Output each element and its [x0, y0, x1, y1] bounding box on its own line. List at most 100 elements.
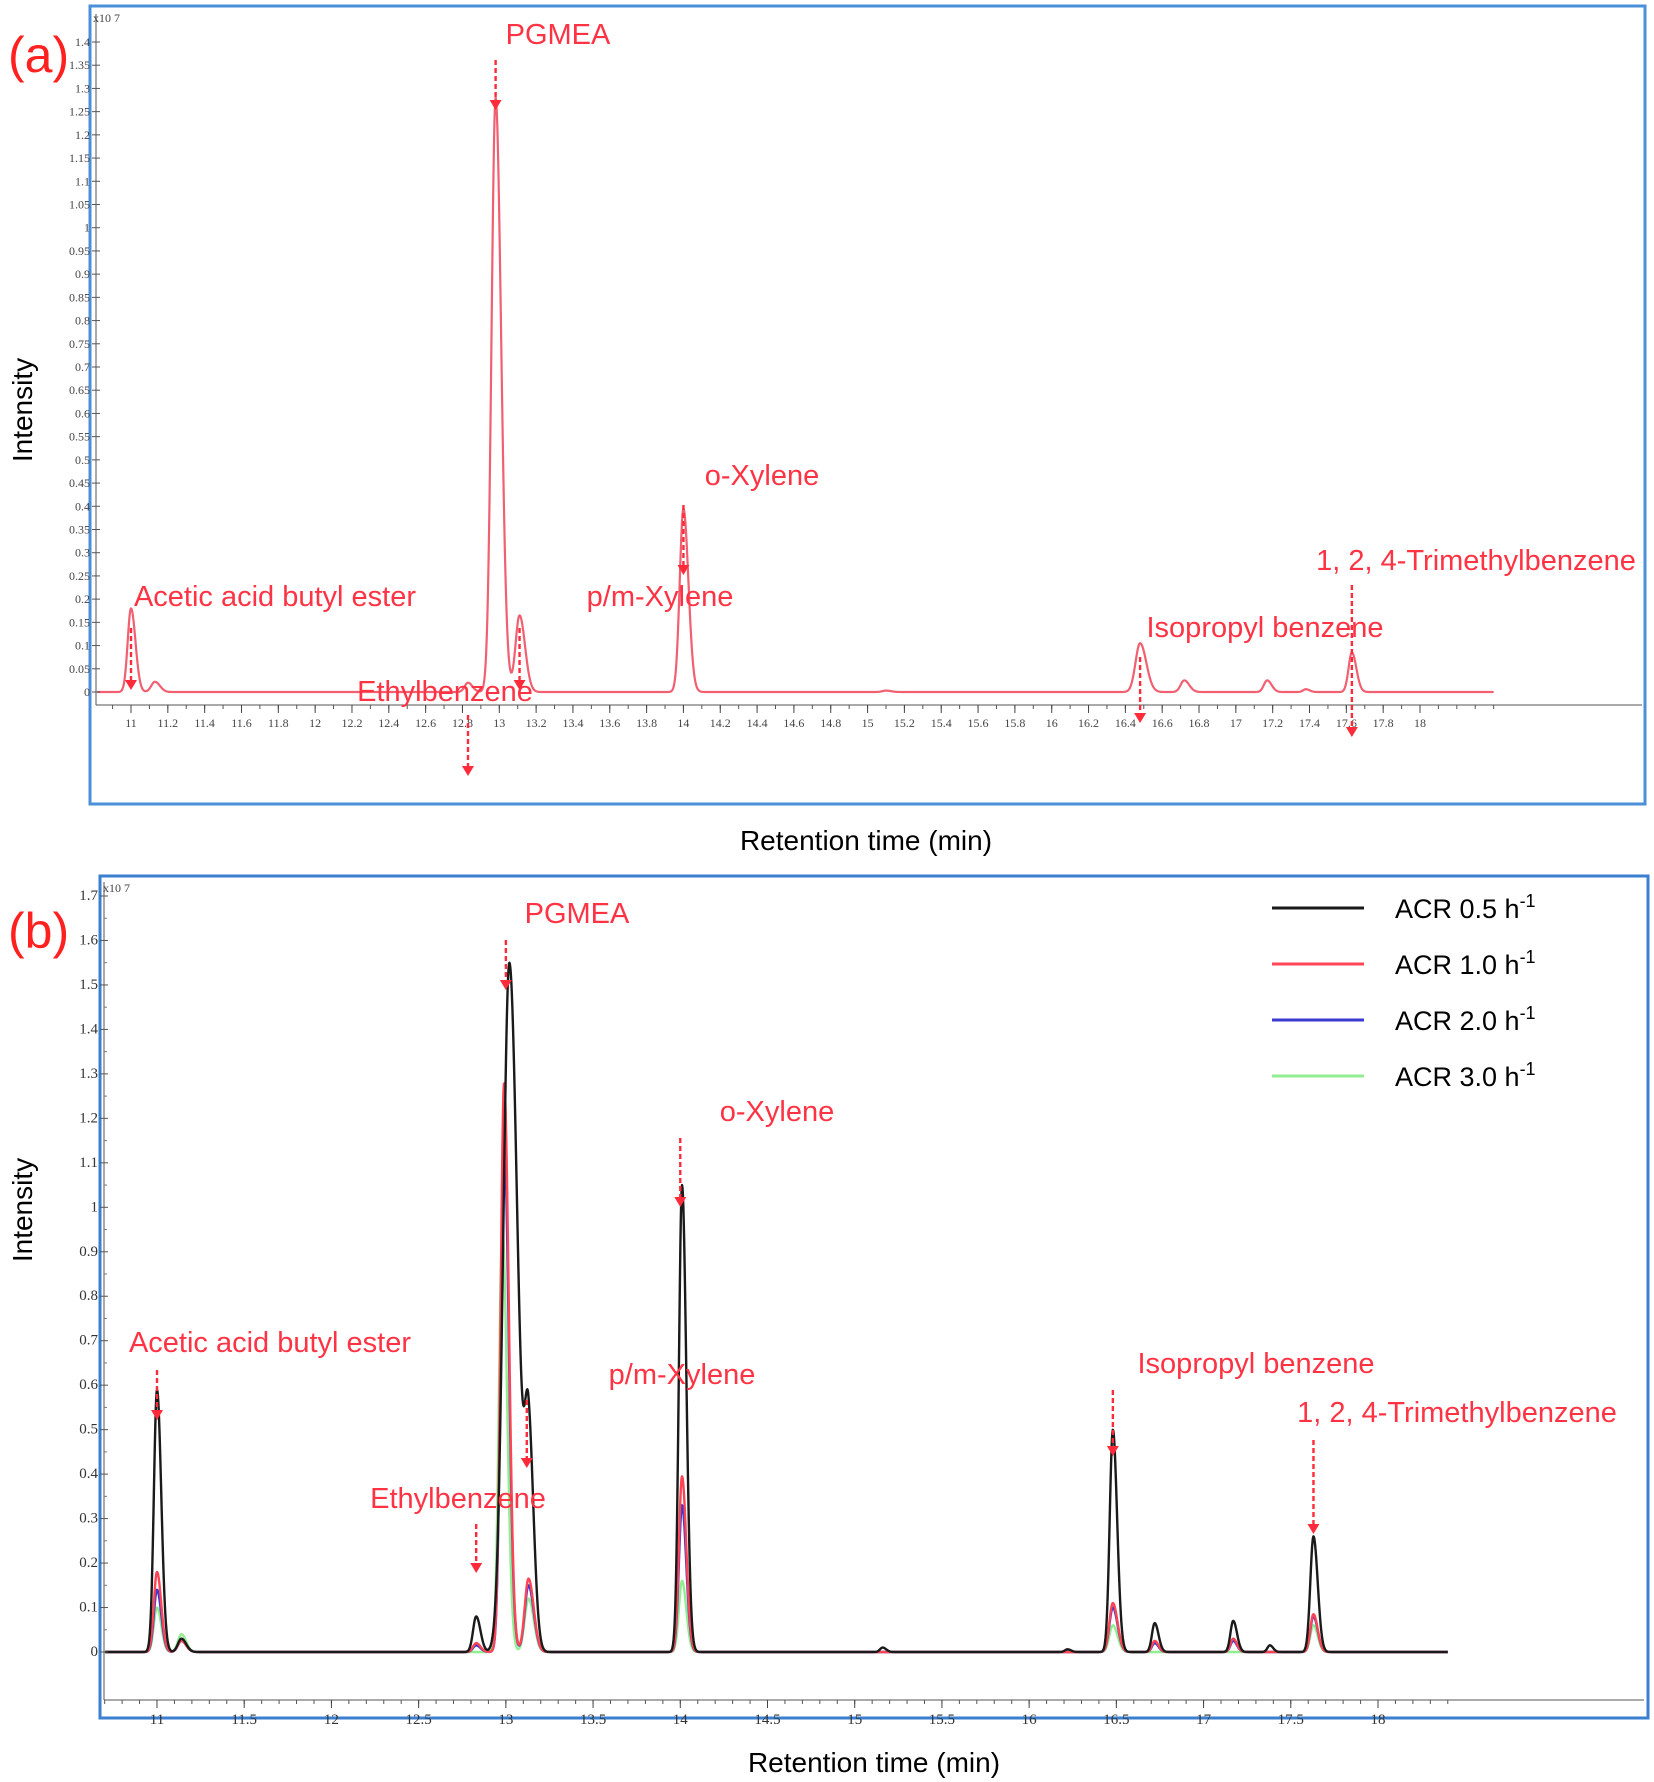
- x-tick-label: 17: [1230, 716, 1242, 730]
- x-tick-label: 16.6: [1152, 716, 1173, 730]
- panel-b-annotations: Acetic acid butyl ester Ethylbenzene PGMEA…: [129, 898, 1617, 1573]
- legend-label-sup: -1: [1520, 1003, 1536, 1023]
- peak-label: PGMEA: [506, 19, 611, 51]
- legend-label: ACR 0.5 h-1: [1395, 891, 1536, 924]
- y-tick-label: 0.35: [69, 523, 90, 537]
- x-tick-label: 11.2: [158, 716, 179, 730]
- y-tick-label: 1.1: [75, 174, 90, 188]
- y-tick-label: 0.8: [79, 1288, 98, 1304]
- x-tick-label: 12.2: [341, 716, 362, 730]
- y-tick-label: 1.1: [79, 1155, 98, 1171]
- y-tick-label: 0.45: [69, 476, 90, 490]
- x-tick-label: 13.8: [636, 716, 657, 730]
- y-tick-label: 0.9: [75, 267, 90, 281]
- y-tick-label: 0.2: [79, 1555, 98, 1571]
- annotation-arrow-head: [1134, 713, 1147, 723]
- panel-a-multiplier: x10 7: [93, 11, 120, 25]
- peak-label: Acetic acid butyl ester: [134, 581, 416, 613]
- panel-b-label: (b): [8, 903, 69, 959]
- x-tick-label: 13.5: [580, 1712, 606, 1728]
- panel-b-multiplier: x10 7: [103, 881, 130, 895]
- annotation-arrow-head: [520, 1458, 533, 1468]
- y-tick-label: 1.25: [69, 105, 90, 119]
- x-tick-label: 12.5: [406, 1712, 432, 1728]
- panel-b-axes: 11 11.5 12 12.5 13 13.5 14 14.5 15 15.5 16 16.5 17 17…: [79, 882, 1644, 1728]
- x-tick-label: 16.4: [1115, 716, 1136, 730]
- y-tick-label: 0.1: [75, 639, 90, 653]
- panel-b-frame: [98, 874, 1650, 1720]
- peak-label: Ethylbenzene: [370, 1483, 546, 1515]
- panel-b-xlabel: Retention time (min): [748, 1747, 1000, 1778]
- y-tick-label: 1.6: [79, 932, 98, 948]
- x-tick-label: 15: [862, 716, 874, 730]
- peak-label: 1, 2, 4-Trimethylbenzene: [1316, 545, 1636, 577]
- x-tick-label: 14.4: [747, 716, 768, 730]
- y-tick-label: 0.15: [69, 615, 90, 629]
- x-tick-label: 15.6: [968, 716, 989, 730]
- y-tick-label: 1.15: [69, 151, 90, 165]
- x-tick-label: 12.6: [415, 716, 436, 730]
- annotation-arrow-head: [489, 100, 502, 110]
- panel-a: 11 11.2 11.4 11.6 11.8 12 12.2 12.4 12.6 12.8 13 13…: [7, 4, 1647, 856]
- x-tick-label: 13: [493, 716, 505, 730]
- peak-label: Isopropyl benzene: [1138, 1348, 1375, 1380]
- y-tick-label: 0.4: [75, 499, 90, 513]
- peak-label: p/m-Xylene: [587, 581, 734, 613]
- x-tick-label: 17.2: [1262, 716, 1283, 730]
- panel-a-axes: 11 11.2 11.4 11.6 11.8 12 12.2 12.4 12.6 12.8 13 13…: [69, 14, 1642, 730]
- y-tick-label: 1.2: [75, 128, 90, 142]
- series-line: [104, 961, 1449, 1654]
- panel-a-label: (a): [8, 27, 69, 83]
- annotation-arrow-head: [674, 1197, 687, 1207]
- x-tick-label: 13.6: [599, 716, 620, 730]
- y-tick-label: 1.35: [69, 58, 90, 72]
- x-tick-label: 14.8: [820, 716, 841, 730]
- x-tick-label: 16.5: [1103, 1712, 1129, 1728]
- x-tick-label: 15.4: [931, 716, 952, 730]
- x-tick-label: 14: [677, 716, 689, 730]
- x-tick-label: 16: [1022, 1712, 1038, 1728]
- y-tick-label: 1: [84, 221, 90, 235]
- x-tick-label: 12: [309, 716, 321, 730]
- x-tick-label: 15: [847, 1712, 862, 1728]
- x-tick-label: 14.6: [783, 716, 804, 730]
- x-tick-label: 12.8: [452, 716, 473, 730]
- y-tick-label: 0.65: [69, 383, 90, 397]
- y-tick-label: 0.25: [69, 569, 90, 583]
- annotation-arrow-head: [151, 1410, 163, 1420]
- y-tick-label: 0.7: [75, 360, 90, 374]
- panel-b-plot-area: [104, 961, 1449, 1654]
- annotation-arrow-head: [499, 980, 512, 990]
- panel-a-xlabel: Retention time (min): [740, 825, 992, 856]
- y-tick-label: 0.75: [69, 337, 90, 351]
- x-tick-label: 16.8: [1189, 716, 1210, 730]
- x-tick-label: 16: [1046, 716, 1058, 730]
- y-tick-label: 0: [91, 1644, 99, 1660]
- peak-label: Isopropyl benzene: [1147, 612, 1384, 644]
- y-tick-label: 0.95: [69, 244, 90, 258]
- annotation-arrow-head: [1307, 1524, 1320, 1534]
- legend-label: ACR 1.0 h-1: [1395, 947, 1536, 980]
- x-tick-label: 11: [150, 1712, 164, 1728]
- y-tick-label: 1.2: [79, 1110, 98, 1126]
- annotation-arrow-head: [1345, 727, 1358, 737]
- y-tick-label: 1: [91, 1199, 99, 1215]
- y-tick-label: 0.1: [79, 1600, 98, 1616]
- panel-b: 11 11.5 12 12.5 13 13.5 14 14.5 15 15.5 16 16.5 17 17…: [7, 874, 1650, 1778]
- panel-a-ylabel: Intensity: [7, 358, 38, 462]
- y-tick-label: 0: [84, 685, 90, 699]
- x-tick-label: 16.2: [1078, 716, 1099, 730]
- x-tick-label: 18: [1371, 1712, 1386, 1728]
- panel-a-annotations: Acetic acid butyl ester Ethylbenzene PGMEA…: [125, 19, 1636, 776]
- x-tick-label: 11.4: [194, 716, 215, 730]
- legend-label-sup: -1: [1520, 891, 1536, 911]
- panel-b-ylabel: Intensity: [7, 1158, 38, 1262]
- y-tick-label: 1.7: [79, 888, 98, 904]
- annotation-arrow-head: [677, 565, 690, 575]
- annotation-arrow-head: [461, 766, 474, 776]
- legend-label-sup: -1: [1520, 947, 1536, 967]
- panel-a-plot-area: [96, 96, 1495, 694]
- x-tick-label: 12: [324, 1712, 339, 1728]
- y-tick-label: 0.85: [69, 290, 90, 304]
